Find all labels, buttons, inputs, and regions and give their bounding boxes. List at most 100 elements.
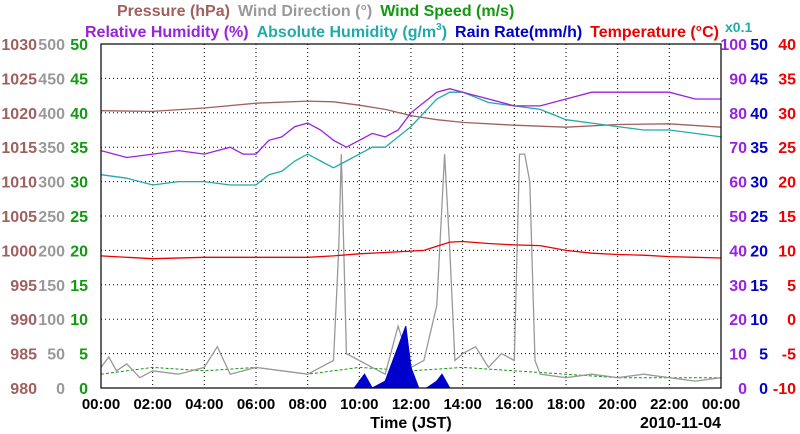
- humidity-tick: 30: [729, 278, 747, 295]
- wind-direction-tick: 150: [38, 278, 65, 295]
- rain-rate-tick: 35: [750, 140, 768, 157]
- wind-direction-tick: 300: [38, 175, 65, 192]
- humidity-tick: 40: [729, 243, 747, 260]
- temperature-tick: 30: [778, 106, 796, 123]
- legend-item: Wind Direction (°): [238, 3, 372, 20]
- pressure-tick: 995: [10, 278, 37, 295]
- wind-speed-tick: 30: [70, 175, 88, 192]
- plot-frame: [100, 43, 722, 389]
- series-layer: [100, 88, 722, 389]
- wind-speed-tick: 35: [70, 140, 88, 157]
- legend-superscript: 3: [436, 22, 442, 33]
- temperature-tick: 0: [787, 312, 796, 329]
- temperature-tick: 10: [778, 243, 796, 260]
- wind-direction-tick: 450: [38, 71, 65, 88]
- legend-item: Temperature (°C): [590, 24, 719, 41]
- rain-rate-tick: 20: [750, 243, 768, 260]
- date-label: 2010-11-04: [640, 415, 721, 432]
- pressure-tick: 1000: [1, 243, 37, 260]
- pressure-tick: 1025: [1, 71, 37, 88]
- temperature-tick: 40: [778, 37, 796, 54]
- wind-direction-tick: 50: [47, 347, 65, 364]
- pressure-tick: 1005: [1, 209, 37, 226]
- rain-rate-tick: 40: [750, 106, 768, 123]
- x-tick: 06:00: [237, 396, 275, 413]
- wind-speed-tick: 20: [70, 243, 88, 260]
- humidity-tick: 0: [738, 381, 747, 398]
- pressure-tick: 1020: [1, 106, 37, 123]
- wind-direction-tick: 0: [56, 381, 65, 398]
- pressure-tick: 1010: [1, 175, 37, 192]
- wind-direction-tick: 350: [38, 140, 65, 157]
- x-tick: 14:00: [443, 396, 481, 413]
- humidity-tick: 70: [729, 140, 747, 157]
- rain-rate-tick: 30: [750, 175, 768, 192]
- rain-rate-tick: 45: [750, 71, 768, 88]
- wind-speed-tick: 45: [70, 71, 88, 88]
- legend-item: Wind Speed (m/s): [380, 3, 514, 20]
- wind-direction-tick: 250: [38, 209, 65, 226]
- legend-item: Pressure (hPa): [117, 3, 230, 20]
- pressure-tick: 980: [10, 381, 37, 398]
- humidity-tick: 10: [729, 347, 747, 364]
- humidity-tick: 80: [729, 106, 747, 123]
- x-axis-label: Time (JST): [370, 415, 452, 432]
- x-tick: 20:00: [598, 396, 636, 413]
- x-axis: 00:00 02:00 04:00 06:00 08:00 10:00 12:00 14:00…: [82, 396, 740, 432]
- wind-speed-tick: 0: [79, 381, 88, 398]
- series-pressure: [100, 100, 722, 128]
- wind-speed-tick: 15: [70, 278, 88, 295]
- humidity-tick: 90: [729, 71, 747, 88]
- wind-direction-tick: 200: [38, 243, 65, 260]
- x-tick: 02:00: [133, 396, 171, 413]
- wind-speed-tick: 50: [70, 37, 88, 54]
- wind-direction-tick: 100: [38, 312, 65, 329]
- legend-item: Rain Rate(mm/h): [455, 24, 582, 41]
- temperature-tick: 35: [778, 71, 796, 88]
- x-tick: 22:00: [650, 396, 688, 413]
- wind-direction-tick: 500: [38, 37, 65, 54]
- temperature-tick: -10: [773, 381, 796, 398]
- rain-rate-tick: 25: [750, 209, 768, 226]
- x-tick: 12:00: [392, 396, 430, 413]
- wind-speed-tick: 25: [70, 209, 88, 226]
- wind-speed-tick: 10: [70, 312, 88, 329]
- legend-item: Absolute Humidity (g/m: [257, 24, 437, 41]
- humidity-tick: 100: [720, 37, 747, 54]
- grid-lines: [101, 44, 721, 388]
- rain-rate-tick: 5: [759, 347, 768, 364]
- right-axes: 1009080706050403020100504540353025201510…: [720, 37, 796, 398]
- series-absolute-humidity-x0-1: [100, 91, 722, 186]
- temperature-tick: -5: [782, 347, 796, 364]
- humidity-tick: 20: [729, 312, 747, 329]
- legend-row-2: Relative Humidity (%) Absolute Humidity (…: [85, 22, 719, 41]
- rain-rate-tick: 10: [750, 312, 768, 329]
- humidity-tick: 50: [729, 209, 747, 226]
- temperature-tick: 5: [787, 278, 796, 295]
- x-tick: 10:00: [340, 396, 378, 413]
- rain-rate-tick: 50: [750, 37, 768, 54]
- left-axes: 1030102510201015101010051000995990985980…: [1, 37, 88, 398]
- temperature-tick: 20: [778, 175, 796, 192]
- series-relative-humidity: [100, 88, 721, 159]
- temperature-tick: 25: [778, 140, 796, 157]
- x-tick: 00:00: [82, 396, 120, 413]
- pressure-tick: 1030: [1, 37, 37, 54]
- rain-rate-tick: 15: [750, 278, 768, 295]
- pressure-tick: 985: [10, 347, 37, 364]
- pressure-tick: 990: [10, 312, 37, 329]
- x-tick: 18:00: [547, 396, 585, 413]
- humidity-tick: 60: [729, 175, 747, 192]
- scale-note: x0.1: [725, 19, 752, 35]
- temperature-tick: 15: [778, 209, 796, 226]
- series-temperature: [100, 240, 722, 260]
- x-tick: 16:00: [495, 396, 533, 413]
- legend-item: Relative Humidity (%): [85, 24, 249, 41]
- plot-border: [100, 43, 722, 389]
- x-tick: 00:00: [702, 396, 740, 413]
- x-tick: 08:00: [288, 396, 326, 413]
- wind-speed-tick: 5: [79, 347, 88, 364]
- legend-row-1: Pressure (hPa) Wind Direction (°) Wind Spe…: [117, 3, 514, 20]
- wind-direction-tick: 400: [38, 106, 65, 123]
- pressure-tick: 1015: [1, 140, 37, 157]
